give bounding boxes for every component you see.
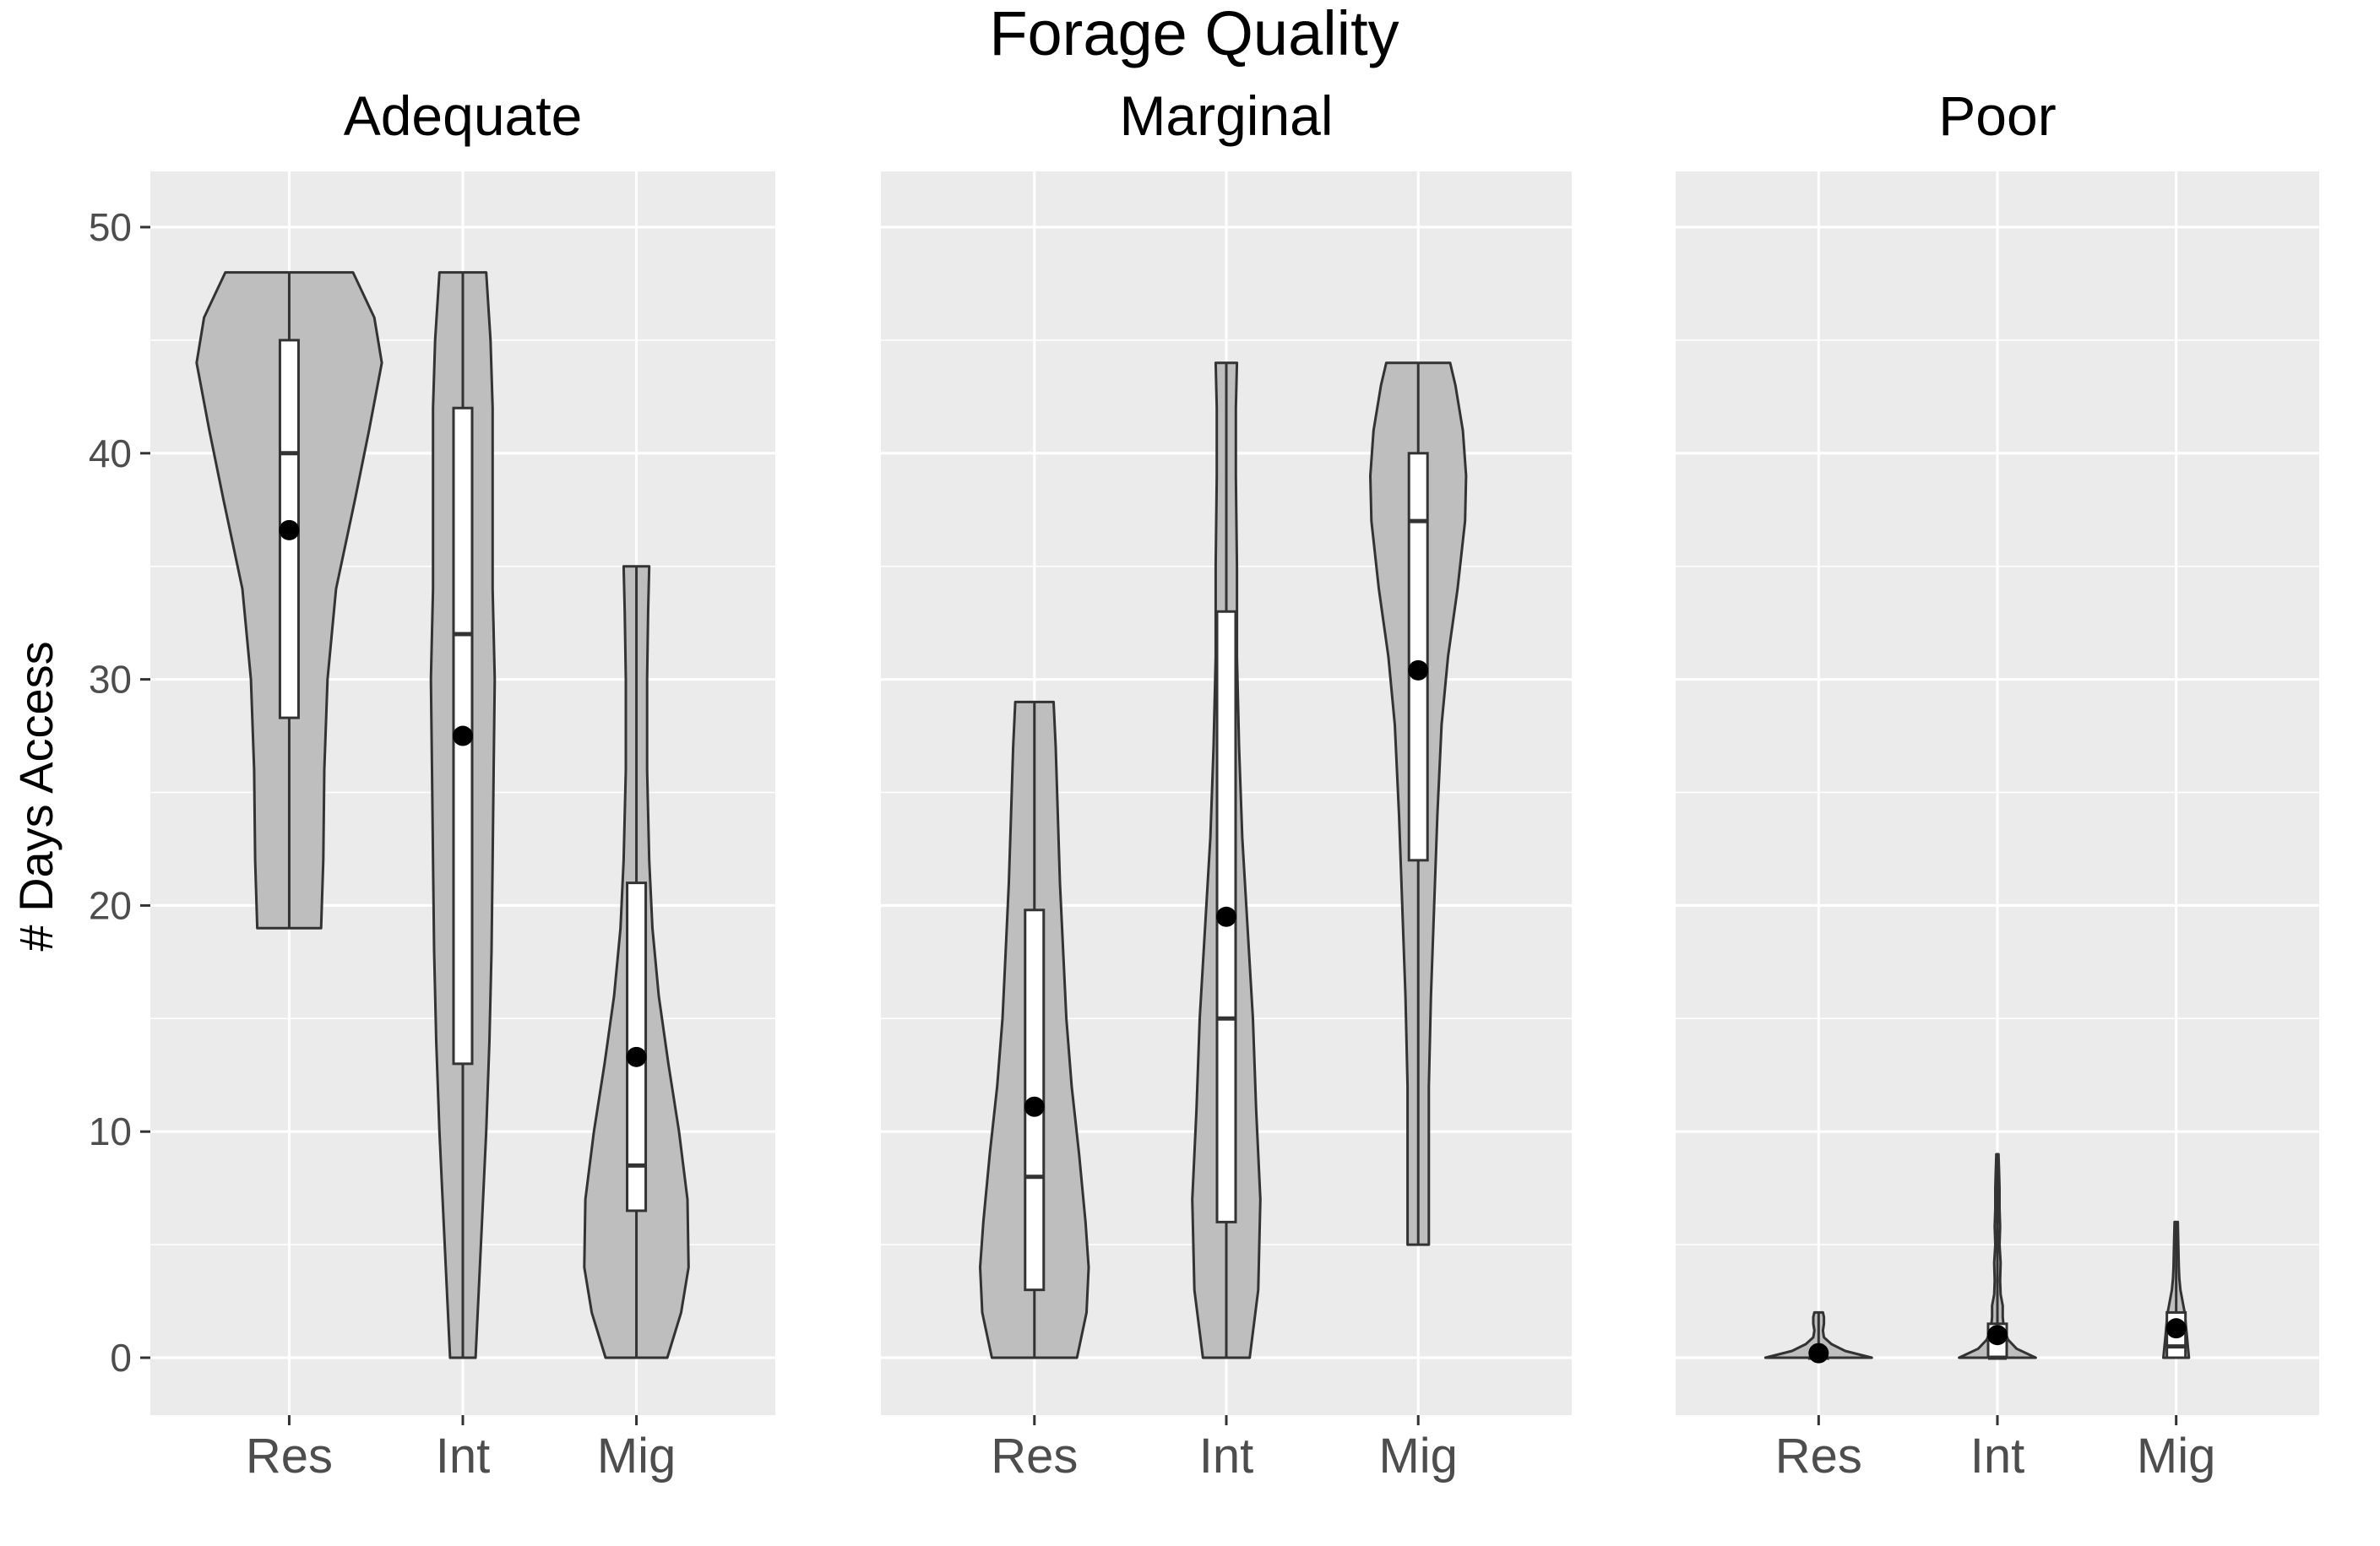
violin-poor-res bbox=[1763, 1310, 1873, 1364]
x-tick-label-mig: Mig bbox=[597, 1429, 676, 1484]
x-tick-label-int: Int bbox=[1199, 1429, 1254, 1484]
box-iqr bbox=[1407, 452, 1429, 862]
facet-panel-adequate: Adequate 0 10 20 30 40 50 Res Int Mig bbox=[89, 84, 775, 1484]
x-tick-label-mig: Mig bbox=[1378, 1429, 1457, 1484]
y-tick-label: 20 bbox=[89, 883, 132, 927]
facet-panel-poor: Poor Res Int Mig bbox=[1676, 84, 2319, 1484]
violin-poor-mig bbox=[2162, 1220, 2191, 1359]
x-tick-label-res: Res bbox=[991, 1429, 1078, 1484]
y-tick-label: 0 bbox=[110, 1336, 132, 1380]
facet-label-poor: Poor bbox=[1938, 84, 2056, 147]
y-tick-label: 10 bbox=[89, 1109, 132, 1153]
violin-marginal-mig bbox=[1369, 361, 1468, 1246]
chart-title: Forage Quality bbox=[989, 0, 1399, 68]
x-tick-label-res: Res bbox=[246, 1429, 333, 1484]
y-tick-label: 50 bbox=[89, 205, 132, 249]
facet-label-adequate: Adequate bbox=[344, 84, 583, 147]
y-tick-label: 40 bbox=[89, 431, 132, 475]
violin-adequate-int bbox=[429, 271, 497, 1359]
x-tick-label-res: Res bbox=[1775, 1429, 1862, 1484]
mean-point bbox=[1408, 659, 1429, 681]
mean-point bbox=[453, 725, 473, 746]
mean-point bbox=[2165, 1318, 2187, 1339]
mean-point bbox=[626, 1046, 647, 1067]
mean-point bbox=[279, 519, 300, 540]
violin-poor-int bbox=[1958, 1153, 2037, 1360]
mean-point bbox=[1808, 1343, 1829, 1364]
mean-point bbox=[1216, 906, 1236, 927]
violin-adequate-res bbox=[195, 271, 383, 930]
facets-group: Adequate 0 10 20 30 40 50 Res Int Mig Marginal Res I… bbox=[89, 84, 2319, 1484]
y-tick-label: 30 bbox=[89, 658, 132, 702]
x-tick-label-mig: Mig bbox=[2137, 1429, 2215, 1484]
facet-label-marginal: Marginal bbox=[1119, 84, 1333, 147]
x-tick-label-int: Int bbox=[436, 1429, 491, 1484]
x-tick-label-int: Int bbox=[1970, 1429, 2025, 1484]
violin-marginal-res bbox=[979, 700, 1090, 1359]
violin-marginal-int bbox=[1191, 361, 1262, 1359]
y-axis-label: # Days Access bbox=[9, 641, 62, 951]
facet-panel-marginal: Marginal Res Int Mig bbox=[881, 84, 1572, 1484]
mean-point bbox=[1987, 1325, 2008, 1346]
box-iqr bbox=[626, 881, 648, 1212]
mean-point bbox=[1024, 1096, 1045, 1117]
violin-adequate-mig bbox=[583, 565, 690, 1359]
